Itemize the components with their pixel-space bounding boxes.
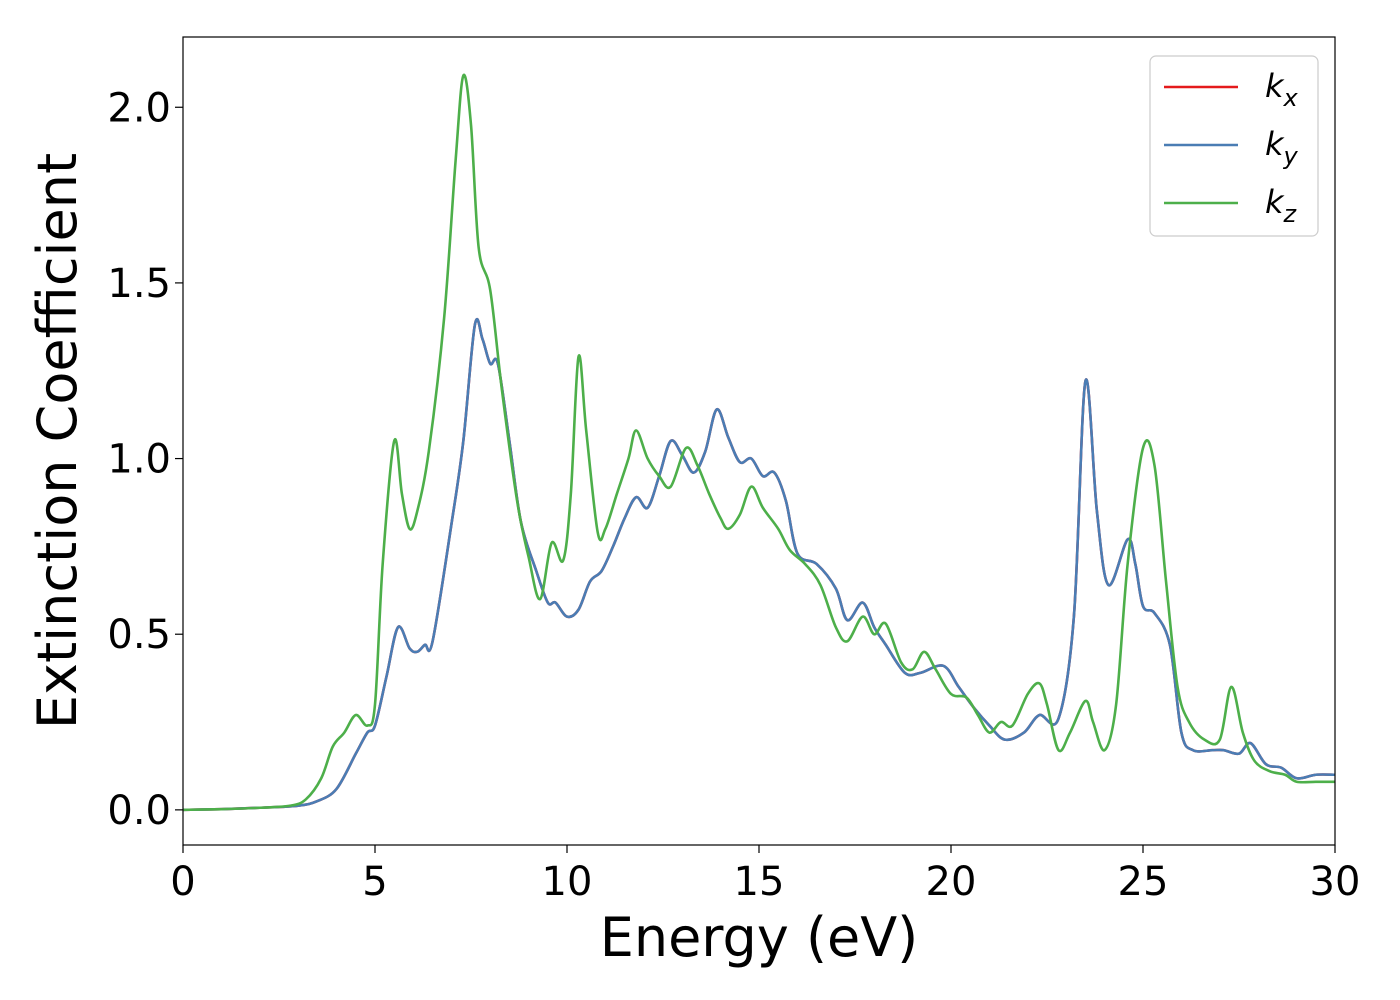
legend-label-ky: ky	[1265, 125, 1299, 170]
x-tick-label: 5	[362, 859, 387, 905]
x-tick-label: 20	[926, 859, 977, 905]
y-tick-label: 0.5	[107, 612, 171, 658]
y-axis-label: Extinction Coefficient	[26, 153, 89, 729]
x-tick-label: 0	[170, 859, 195, 905]
x-tick-label: 25	[1118, 859, 1169, 905]
x-tick-label: 10	[542, 859, 593, 905]
legend-label-kz: kz	[1265, 183, 1298, 228]
y-tick-label: 1.5	[107, 261, 171, 307]
x-axis-label: Energy (eV)	[600, 906, 919, 969]
y-tick-label: 2.0	[107, 85, 171, 131]
y-tick-label: 1.0	[107, 437, 171, 483]
series-layer	[183, 73, 1335, 812]
series-line-ky	[183, 317, 1335, 812]
legend-label-kx: kx	[1265, 67, 1299, 112]
legend: kx ky kz	[1149, 55, 1319, 237]
x-axis-ticks: 0 5 10 15 20 25 30	[170, 845, 1360, 905]
y-tick-label: 0.0	[107, 788, 171, 834]
series-line-kz	[183, 73, 1335, 812]
x-tick-label: 15	[734, 859, 785, 905]
x-tick-label: 30	[1310, 859, 1361, 905]
y-axis-ticks: 0.0 0.5 1.0 1.5 2.0	[107, 85, 183, 834]
